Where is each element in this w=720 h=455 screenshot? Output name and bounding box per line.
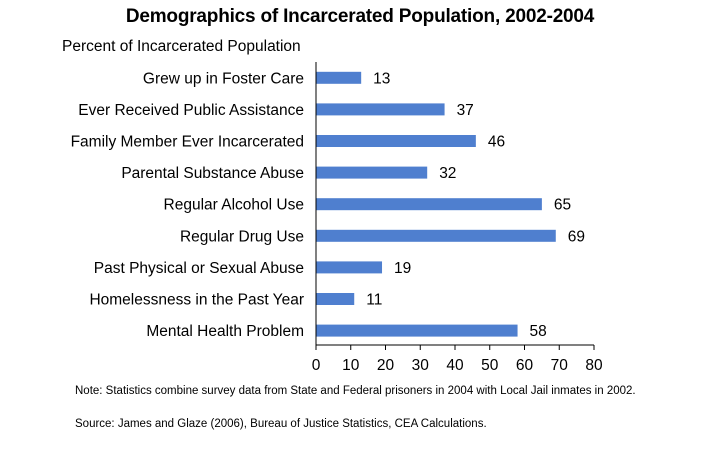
data-label: 37 [457, 102, 474, 119]
chart-source: Source: James and Glaze (2006), Bureau o… [75, 418, 487, 430]
category-label: Mental Health Problem [146, 323, 304, 340]
x-tick-label: 30 [412, 357, 430, 374]
bar [316, 103, 445, 116]
x-tick-label: 80 [585, 357, 603, 374]
axis-label: Percent of Incarcerated Population [62, 38, 301, 55]
data-label: 32 [439, 165, 456, 182]
category-label: Family Member Ever Incarcerated [71, 134, 304, 151]
data-label: 58 [530, 323, 547, 340]
bar [316, 293, 355, 305]
category-label: Homelessness in the Past Year [89, 292, 304, 309]
bar [316, 229, 556, 242]
x-tick-label: 40 [446, 357, 464, 374]
chart-note: Note: Statistics combine survey data fro… [75, 385, 636, 397]
x-tick-label: 70 [551, 357, 569, 374]
x-tick-label: 0 [312, 357, 321, 374]
data-label: 13 [373, 70, 390, 87]
data-label: 65 [554, 197, 571, 214]
category-label: Regular Drug Use [180, 228, 304, 245]
category-label: Ever Received Public Assistance [78, 102, 304, 119]
bar [316, 71, 362, 84]
x-tick-label: 50 [481, 357, 499, 374]
bar [316, 261, 383, 274]
x-tick-label: 20 [377, 357, 395, 374]
data-label: 46 [488, 134, 505, 151]
chart-title: Demographics of Incarcerated Population,… [125, 6, 595, 27]
bar [316, 324, 518, 337]
bar [316, 198, 542, 211]
category-label: Regular Alcohol Use [164, 197, 304, 214]
data-label: 19 [394, 260, 411, 277]
category-label: Parental Substance Abuse [121, 165, 304, 182]
x-tick-label: 10 [342, 357, 360, 374]
category-label: Grew up in Foster Care [143, 70, 304, 87]
bar [316, 135, 476, 147]
bar [316, 166, 428, 179]
category-label: Past Physical or Sexual Abuse [94, 260, 304, 277]
data-label: 11 [366, 292, 382, 309]
data-label: 69 [568, 228, 585, 245]
x-tick-label: 60 [516, 357, 534, 374]
